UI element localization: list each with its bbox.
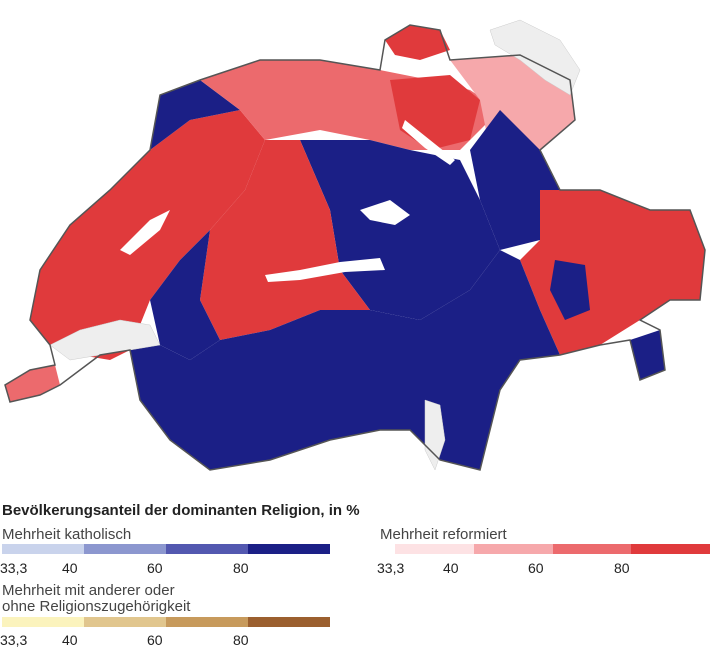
legend-tick: 33,3 [0, 632, 28, 648]
region-bern-reformed [200, 140, 370, 340]
legend-swatch-katholisch-4 [248, 544, 330, 554]
legend-tick: 80 [233, 560, 249, 576]
lake-neuchatel [120, 210, 170, 255]
legend-tick: 33,3 [0, 560, 28, 576]
country-border [4, 24, 706, 471]
legend-swatch-andere-1 [2, 617, 84, 627]
lake-maggiore [424, 399, 446, 471]
legend-swatch-katholisch-3 [166, 544, 248, 554]
lake-thun-brienz [265, 258, 385, 282]
legend-swatch-katholisch-1 [2, 544, 84, 554]
region-puschlav [630, 330, 665, 380]
legend-label-andere-line1: Mehrheit mit anderer oder [2, 582, 175, 599]
legend-tick: 80 [614, 560, 630, 576]
legend-tick: 33,3 [377, 560, 405, 576]
legend-tick: 60 [147, 560, 163, 576]
legend-swatch-reformiert-3 [552, 544, 632, 554]
lake-zurich [402, 120, 455, 165]
legend-tick: 60 [528, 560, 544, 576]
legend-tick: 60 [147, 632, 163, 648]
legend-label-reformiert: Mehrheit reformiert [380, 526, 507, 543]
legend-tick: 80 [233, 632, 249, 648]
legend-tick: 40 [443, 560, 459, 576]
legend-label-andere-line2: ohne Religionszugehörigkeit [2, 598, 191, 615]
legend-scale-reformiert [395, 544, 710, 554]
lake-constance [489, 19, 581, 96]
lake-lucerne [360, 200, 410, 225]
legend-swatch-reformiert-4 [631, 544, 710, 554]
region-central-catholic [300, 140, 500, 320]
legend-swatch-katholisch-2 [84, 544, 166, 554]
legend-scale-andere [2, 617, 330, 627]
legend-scale-katholisch [2, 544, 330, 554]
legend-swatch-andere-3 [166, 617, 248, 627]
region-schaffhausen [385, 25, 450, 60]
legend-swatch-andere-2 [84, 617, 166, 627]
legend-label-andere: Mehrheit mit anderer oder ohne Religions… [2, 583, 190, 615]
legend-swatch-andere-4 [248, 617, 330, 627]
region-east-catholic [470, 110, 560, 250]
region-graubuenden-catholic [550, 260, 590, 320]
region-fribourg-catholic [150, 230, 220, 360]
legend-swatch-reformiert-2 [473, 544, 553, 554]
legend-title: Bevölkerungsanteil der dominanten Religi… [2, 502, 360, 519]
switzerland-religion-map [4, 19, 706, 471]
legend-swatch-reformiert-1 [395, 544, 474, 554]
region-valais-ticino-catholic [130, 250, 560, 470]
region-jura-catholic [150, 80, 240, 150]
lake-geneva [49, 319, 161, 361]
legend-tick: 40 [62, 632, 78, 648]
legend-label-katholisch: Mehrheit katholisch [2, 526, 132, 543]
region-geneva [5, 365, 60, 402]
legend-tick: 40 [62, 560, 78, 576]
